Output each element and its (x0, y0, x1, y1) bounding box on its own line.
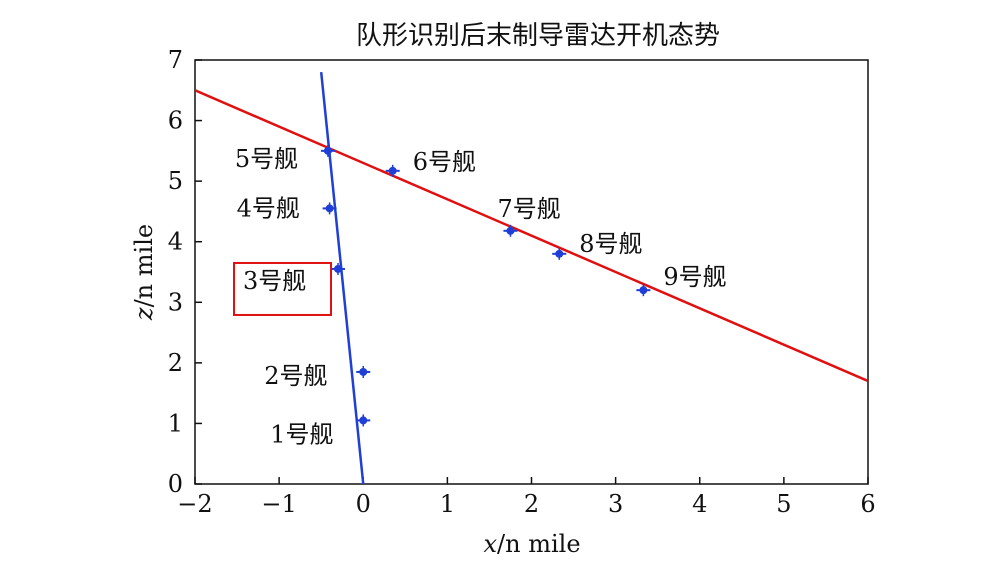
ship-point (552, 247, 567, 260)
x-tick-label: 6 (860, 490, 875, 518)
ship-point (636, 284, 651, 297)
x-tick-label: −2 (177, 490, 212, 518)
ship-points (320, 144, 651, 427)
y-axis-label: z/n mile (130, 224, 158, 321)
ship-point (322, 202, 337, 215)
blue-line (319, 71, 365, 484)
x-tick-label: 4 (692, 490, 707, 518)
ship-label: 1号舰 (270, 420, 333, 448)
ship-label: 6号舰 (413, 148, 476, 176)
ship-label: 2号舰 (264, 362, 327, 390)
x-tick-label: 0 (356, 490, 371, 518)
fit-lines (195, 71, 868, 484)
ship-label: 4号舰 (237, 194, 300, 222)
y-tick-label: 5 (168, 167, 183, 195)
highlight-box (233, 261, 333, 316)
y-axis-var: z (130, 307, 158, 321)
ship-label: 5号舰 (235, 145, 298, 173)
ship-label: 8号舰 (579, 230, 642, 258)
red-line (195, 89, 868, 383)
y-tick-label: 7 (168, 46, 183, 74)
ship-label: 9号舰 (663, 263, 726, 291)
x-axis-var: x (483, 530, 497, 558)
ship-label: 3号舰 (243, 267, 306, 295)
ship-point (503, 224, 518, 237)
y-tick-label: 4 (168, 228, 183, 256)
x-tick-label: −1 (261, 490, 296, 518)
y-tick-label: 2 (168, 349, 183, 377)
y-tick-label: 6 (168, 107, 183, 135)
x-axis-unit: /n mile (497, 530, 580, 558)
y-axis-unit: /n mile (130, 224, 158, 307)
x-tick-label: 3 (608, 490, 623, 518)
y-tick-label: 1 (168, 409, 183, 437)
ship-label: 7号舰 (497, 195, 560, 223)
ship-point (356, 365, 371, 378)
chart-title: 队形识别后末制导雷达开机态势 (356, 21, 720, 51)
ship-point (385, 164, 400, 177)
ship-point (320, 144, 335, 157)
y-tick-label: 3 (168, 288, 183, 316)
x-axis-label: x/n mile (483, 530, 580, 558)
ship-point (331, 262, 346, 275)
x-tick-label: 5 (776, 490, 791, 518)
x-tick-label: 1 (440, 490, 455, 518)
ship-point (356, 414, 371, 427)
x-tick-label: 2 (524, 490, 539, 518)
axis-ticks: −2 −1 0 1 2 3 4 5 6 0 1 2 3 4 5 6 7 (168, 46, 876, 518)
ship-labels: 1号舰 2号舰 3号舰 4号舰 5号舰 6号舰 7号舰 8号舰 9号舰 (233, 145, 727, 448)
y-tick-label: 0 (168, 470, 183, 498)
